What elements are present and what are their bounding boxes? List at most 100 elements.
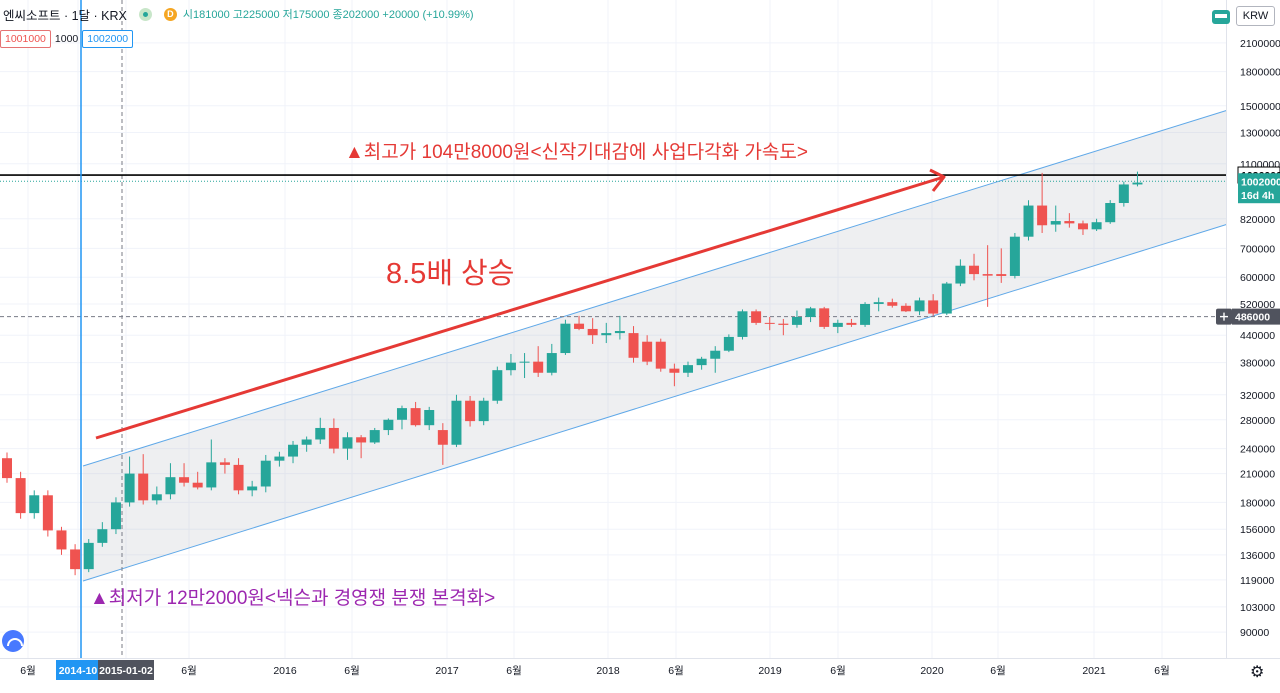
panel-toggle-icon[interactable]	[1212, 10, 1230, 24]
candle[interactable]	[519, 353, 530, 379]
time-tick-label: 2018	[596, 665, 620, 677]
candle[interactable]	[751, 309, 762, 325]
candle[interactable]	[151, 486, 162, 505]
candle[interactable]	[982, 245, 993, 307]
candle[interactable]	[696, 356, 707, 370]
candle[interactable]	[192, 471, 203, 490]
candle[interactable]	[846, 318, 857, 327]
candle[interactable]	[179, 463, 190, 487]
candle[interactable]	[138, 454, 149, 505]
candle[interactable]	[424, 406, 435, 431]
candle-body	[587, 328, 598, 336]
candle[interactable]	[914, 297, 925, 316]
candle[interactable]	[574, 315, 585, 331]
candle[interactable]	[628, 326, 639, 363]
candle[interactable]	[614, 315, 625, 340]
candle[interactable]	[819, 306, 830, 329]
candle[interactable]	[832, 319, 843, 334]
candle[interactable]	[29, 490, 40, 519]
candle[interactable]	[356, 435, 367, 459]
candle[interactable]	[683, 361, 693, 377]
candle[interactable]	[969, 253, 980, 281]
candle[interactable]	[642, 335, 653, 366]
candle[interactable]	[233, 458, 244, 495]
bid-price-box[interactable]: 1001000	[0, 30, 51, 48]
candle[interactable]	[805, 306, 816, 323]
candle[interactable]	[465, 395, 476, 427]
candle[interactable]	[587, 318, 598, 344]
candle[interactable]	[655, 338, 666, 372]
candle[interactable]	[56, 526, 67, 555]
candle[interactable]	[396, 405, 407, 430]
candle[interactable]	[873, 297, 884, 312]
candle[interactable]	[860, 302, 871, 327]
candle[interactable]	[996, 248, 1007, 283]
candle-body	[179, 477, 190, 483]
candle[interactable]	[1091, 218, 1102, 232]
candle[interactable]	[887, 298, 898, 308]
candle[interactable]	[492, 366, 503, 404]
candle[interactable]	[342, 432, 353, 460]
candle[interactable]	[1050, 205, 1061, 232]
candle-body	[574, 323, 585, 329]
tradingview-logo-icon[interactable]	[2, 630, 24, 652]
candle[interactable]	[546, 343, 557, 376]
candle[interactable]	[328, 418, 339, 454]
candle[interactable]	[274, 451, 285, 467]
add-alert-icon[interactable]	[1216, 308, 1232, 325]
candle[interactable]	[42, 490, 53, 537]
candle[interactable]	[1077, 220, 1088, 235]
candle[interactable]	[778, 318, 789, 336]
candle[interactable]	[1037, 172, 1048, 233]
candle-body	[124, 473, 135, 503]
candle[interactable]	[900, 303, 911, 313]
candle[interactable]	[383, 418, 394, 436]
candle[interactable]	[165, 463, 176, 500]
candle[interactable]	[410, 401, 421, 427]
candle[interactable]	[437, 423, 448, 465]
candle[interactable]	[110, 497, 121, 535]
candle[interactable]	[15, 471, 26, 519]
candle-body	[969, 265, 980, 275]
candle[interactable]	[737, 309, 748, 340]
candle[interactable]	[560, 319, 571, 355]
candle[interactable]	[260, 454, 271, 493]
candle[interactable]	[315, 417, 326, 444]
candle[interactable]	[83, 539, 94, 573]
candle[interactable]	[70, 544, 81, 576]
candle[interactable]	[1118, 181, 1129, 207]
candle[interactable]	[505, 353, 516, 376]
currency-button[interactable]: KRW	[1236, 6, 1275, 26]
candle[interactable]	[451, 394, 462, 448]
candle[interactable]	[478, 397, 489, 426]
candle[interactable]	[710, 346, 721, 373]
candle[interactable]	[723, 334, 734, 353]
candle[interactable]	[928, 294, 939, 316]
candle-body	[110, 502, 121, 530]
candle[interactable]	[764, 317, 775, 331]
candle[interactable]	[1023, 200, 1034, 241]
candle[interactable]	[1105, 200, 1116, 224]
candle[interactable]	[206, 439, 217, 491]
candle[interactable]	[669, 363, 680, 387]
settings-gear-icon[interactable]: ⚙	[1250, 664, 1265, 681]
symbol-title[interactable]: 엔씨소프트 · 1달 · KRX	[3, 8, 127, 23]
candle[interactable]	[247, 480, 258, 497]
candle[interactable]	[97, 522, 108, 547]
candle[interactable]	[124, 456, 135, 507]
candle[interactable]	[533, 346, 544, 377]
candle[interactable]	[955, 259, 966, 287]
ask-price-box[interactable]: 1002000	[82, 30, 134, 48]
candle[interactable]	[941, 281, 952, 316]
candle[interactable]	[1064, 213, 1075, 228]
candle[interactable]	[369, 427, 380, 444]
candle[interactable]	[601, 322, 612, 344]
candle[interactable]	[301, 436, 312, 452]
candle[interactable]	[288, 440, 299, 464]
candle[interactable]	[791, 310, 802, 328]
candle[interactable]	[1009, 232, 1020, 279]
candle[interactable]	[219, 458, 230, 474]
candle[interactable]	[1132, 171, 1143, 187]
candle[interactable]	[2, 452, 12, 483]
